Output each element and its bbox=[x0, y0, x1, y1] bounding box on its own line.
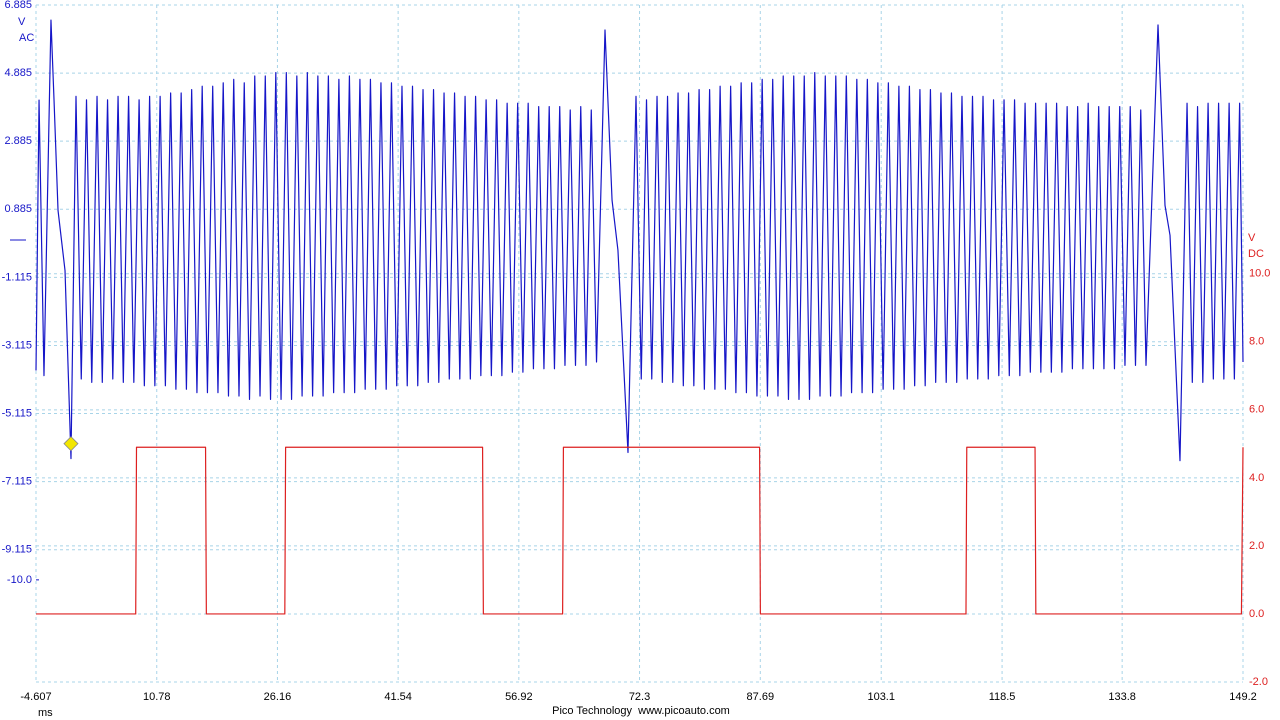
x-tick-label: 118.5 bbox=[989, 691, 1016, 703]
trace bbox=[35, 19, 1244, 462]
x-tick-label: 26.16 bbox=[264, 691, 292, 703]
x-tick-label: 41.54 bbox=[384, 691, 412, 703]
y2-tick-label: 10.0 bbox=[1249, 268, 1270, 280]
y-coupling: AC bbox=[19, 32, 34, 44]
x-tick-label: 133.8 bbox=[1108, 691, 1136, 703]
y2-unit: V bbox=[1248, 232, 1256, 244]
x-tick-label: 10.78 bbox=[143, 691, 171, 703]
y-tick-label: -7.115 bbox=[2, 476, 32, 488]
y2-tick-label: 6.0 bbox=[1249, 404, 1264, 416]
y-tick-label: 6.885 bbox=[4, 0, 32, 11]
y2-tick-label: -2.0 bbox=[1249, 676, 1268, 688]
y-unit: V bbox=[18, 16, 26, 28]
y-tick-label: 2.885 bbox=[4, 135, 32, 147]
y-tick-label: -1.115 bbox=[2, 271, 32, 283]
y2-tick-label: 2.0 bbox=[1249, 540, 1264, 552]
x-tick-label: 103.1 bbox=[867, 691, 895, 703]
y2-tick-label: 0.0 bbox=[1249, 608, 1264, 620]
y-tick-label: 0.885 bbox=[4, 203, 32, 215]
trigger-marker bbox=[63, 436, 79, 452]
y2-tick-label: 8.0 bbox=[1249, 336, 1264, 348]
x-tick-label: 149.2 bbox=[1229, 691, 1257, 703]
footer: Pico Technology www.picoauto.com bbox=[552, 705, 730, 717]
trace bbox=[36, 446, 1244, 615]
x-tick-label: 72.3 bbox=[629, 691, 650, 703]
y-tick-label: 4.885 bbox=[4, 67, 32, 79]
y2-coupling: DC bbox=[1248, 248, 1264, 260]
x-axis-label: ms bbox=[38, 707, 53, 719]
y2-tick-label: 4.0 bbox=[1249, 472, 1264, 484]
y-tick-label: -10.0 bbox=[7, 574, 32, 586]
y-tick-label: -3.115 bbox=[2, 339, 32, 351]
x-tick-label: 87.69 bbox=[747, 691, 775, 703]
x-tick-label: 56.92 bbox=[505, 691, 533, 703]
y-tick-label: -9.115 bbox=[2, 544, 32, 556]
x-tick-label: -4.607 bbox=[20, 691, 51, 703]
y-tick-label: -5.115 bbox=[2, 407, 32, 419]
